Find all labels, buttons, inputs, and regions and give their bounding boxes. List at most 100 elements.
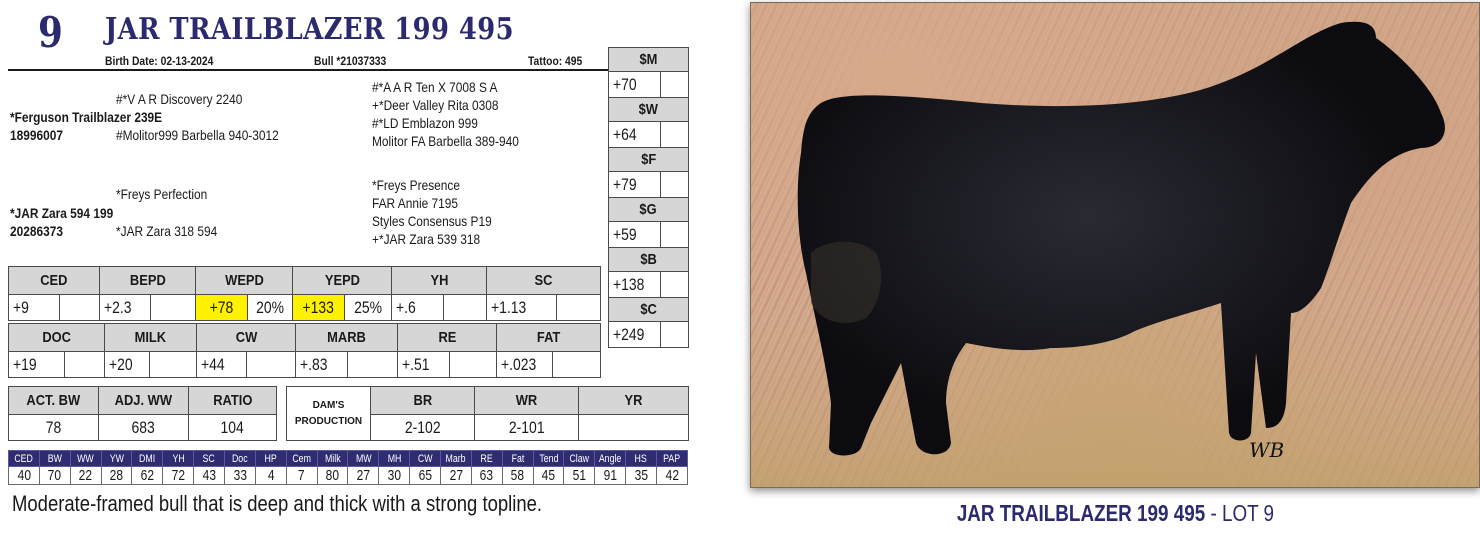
percentile-header: Claw: [563, 450, 596, 467]
epd-value-fat: +.023: [496, 351, 554, 378]
percentile-header: Angle: [594, 450, 627, 467]
epd-value-re: +.51: [397, 351, 451, 378]
percentile-header: Marb: [440, 450, 472, 467]
epd-table-row2: DOC MILK CW MARB RE FAT +19 +20 +44 +.83…: [8, 323, 602, 378]
index-blank: [660, 171, 689, 198]
epd-value-milk: +20: [104, 351, 150, 378]
epd-value-marb: +.83: [295, 351, 349, 378]
percentile-header: YH: [162, 450, 195, 467]
header-divider: [8, 69, 608, 71]
index-value-c: +249: [608, 321, 661, 348]
percentile-header: SC: [193, 450, 226, 467]
percentile-value: 70: [38, 466, 71, 485]
percentile-value: 63: [470, 466, 503, 485]
epd-value-ced: +9: [8, 294, 60, 321]
dam-value-wr: 2-101: [474, 414, 579, 441]
percentile-rank-table: CED BW WW YW DMI YH SC Doc HP Cem Milk MW MH CW Marb RE…: [8, 450, 688, 485]
percentile-value: 27: [440, 466, 472, 485]
percentile-value: 51: [563, 466, 596, 485]
perf-value-act-bw: 78: [8, 414, 99, 441]
dam-dam: *JAR Zara 318 594: [116, 223, 218, 239]
percentile-header: MH: [378, 450, 411, 467]
percentile-header: Doc: [224, 450, 256, 467]
percentile-value: 28: [100, 466, 133, 485]
epd-value-wepd: +78: [195, 294, 249, 321]
epd-pct-yepd: 25%: [344, 294, 393, 321]
index-blank: [660, 271, 689, 298]
index-value-m: +70: [608, 71, 661, 98]
epd-pct-ced: [58, 294, 101, 321]
perf-value-ratio: 104: [188, 414, 277, 441]
black-angus-bull-icon: [751, 21, 1479, 487]
sire-dam-dam: Molitor FA Barbella 389-940: [372, 133, 519, 149]
percentile-value: 30: [378, 466, 411, 485]
sire-sire-dam: +*Deer Valley Rita 0308: [372, 97, 499, 113]
perf-value-adj-ww: 683: [98, 414, 189, 441]
percentile-header: PAP: [656, 450, 688, 467]
epd-pct-wepd: 20%: [247, 294, 294, 321]
epd-header-milk: MILK: [103, 323, 198, 352]
epd-pct-doc: [64, 351, 105, 378]
index-blank: [660, 221, 689, 248]
animal-name: JAR TRAILBLAZER 199 495: [105, 12, 514, 47]
epd-header-ced: CED: [7, 266, 101, 295]
index-blank: [660, 71, 689, 98]
percentile-value: 33: [224, 466, 256, 485]
epd-pct-re: [449, 351, 498, 378]
epd-value-doc: +19: [8, 351, 65, 378]
dam-dam-dam: +*JAR Zara 539 318: [372, 231, 481, 247]
sire-reg: 18996007: [10, 127, 63, 143]
epd-header-doc: DOC: [8, 323, 105, 352]
dam-name: *JAR Zara 594 199: [10, 205, 114, 221]
dam-header-wr: WR: [474, 386, 579, 415]
percentile-header: HS: [625, 450, 658, 467]
epd-header-yh: YH: [391, 266, 488, 295]
index-value-w: +64: [608, 121, 661, 148]
percentile-header: CW: [409, 450, 442, 467]
photographer-signature: WB: [1249, 438, 1285, 462]
percentile-value: 7: [285, 466, 318, 485]
percentile-value: 65: [409, 466, 442, 485]
remarks: Moderate-framed bull that is deep and th…: [12, 491, 543, 516]
dam-sire-dam: FAR Annie 7195: [372, 195, 459, 211]
percentile-header: Cem: [285, 450, 318, 467]
sire-sire-sire: #*A A R Ten X 7008 S A: [372, 79, 498, 95]
percentile-value: 72: [162, 466, 195, 485]
percentile-value: 80: [316, 466, 349, 485]
birth-date: Birth Date: 02-13-2024: [105, 54, 214, 68]
lot-number: 9: [38, 8, 63, 57]
percentile-value: 27: [347, 466, 380, 485]
dams-production-label: DAM'S PRODUCTION: [286, 386, 371, 441]
index-header-w: $W: [608, 97, 689, 122]
epd-table-row1: CED BEPD WEPD YEPD YH SC +9 +2.3 +78 20%…: [7, 266, 602, 321]
registration-number: Bull *21037333: [314, 54, 387, 68]
perf-header-adj-ww: ADJ. WW: [98, 386, 189, 415]
epd-header-yepd: YEPD: [292, 266, 393, 295]
dam-header-yr: YR: [578, 386, 689, 415]
index-value-b: +138: [608, 271, 661, 298]
epd-value-yepd: +133: [292, 294, 346, 321]
dam-header-br: BR: [370, 386, 475, 415]
sire-dam: #Molitor999 Barbella 940-3012: [116, 127, 279, 143]
index-value-f: +79: [608, 171, 661, 198]
perf-header-ratio: RATIO: [188, 386, 277, 415]
percentile-header: CED: [8, 450, 40, 467]
dams-production-table: DAM'S PRODUCTION BR WR YR 2-102 2-101: [286, 386, 689, 441]
epd-header-marb: MARB: [295, 323, 399, 352]
dollar-index-table: $M +70 $W +64 $F +79 $G +59 $B +138 $C +…: [608, 47, 689, 348]
epd-value-bepd: +2.3: [99, 294, 152, 321]
caption-animal-name: JAR TRAILBLAZER 199 495: [956, 500, 1205, 526]
epd-pct-cw: [246, 351, 297, 378]
sire-dam-sire: #*LD Emblazon 999: [372, 115, 478, 131]
percentile-header: YW: [100, 450, 133, 467]
percentile-header: HP: [254, 450, 287, 467]
percentile-header: DMI: [131, 450, 164, 467]
percentile-header: Fat: [501, 450, 534, 467]
dam-reg: 20286373: [10, 223, 63, 239]
caption-lot: - LOT 9: [1204, 500, 1274, 526]
epd-pct-yh: [443, 294, 488, 321]
epd-header-sc: SC: [486, 266, 602, 295]
index-header-m: $M: [608, 47, 689, 72]
dam-sire-sire: *Freys Presence: [372, 177, 460, 193]
percentile-value: 42: [656, 466, 688, 485]
